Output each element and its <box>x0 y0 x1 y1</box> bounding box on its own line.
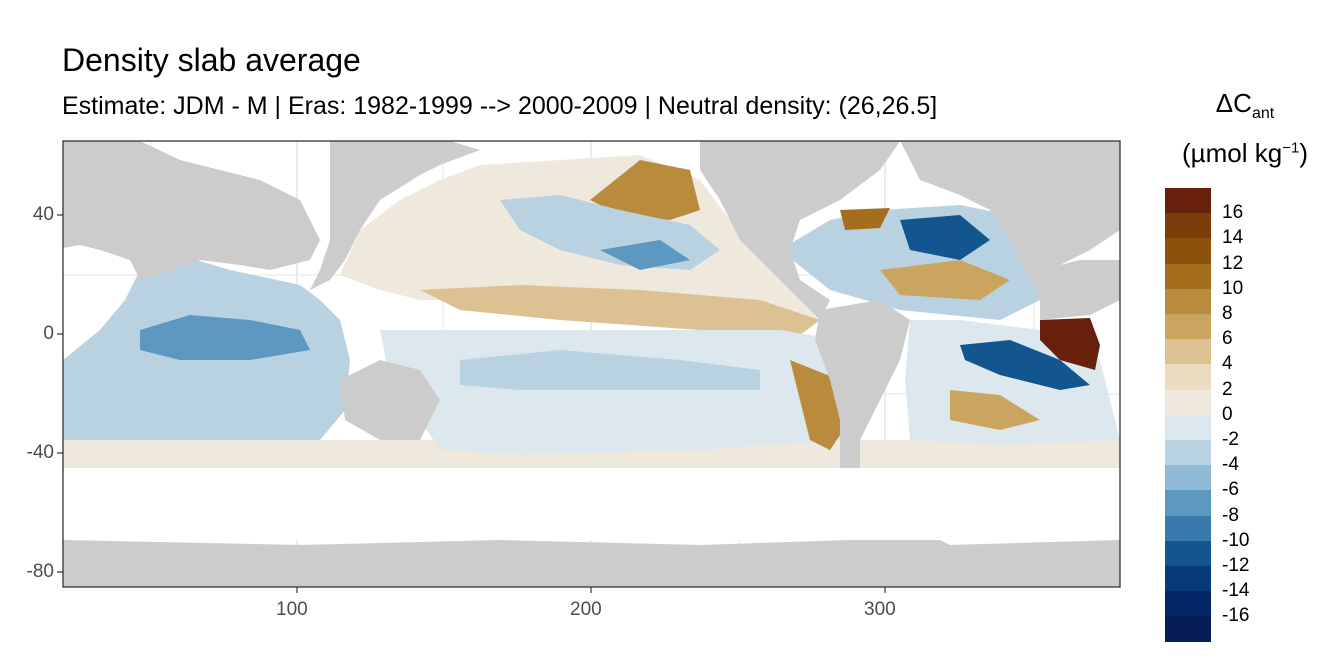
north-atlantic-negative-core <box>900 215 990 260</box>
legend-swatch <box>1165 540 1211 567</box>
legend-label: -14 <box>1222 580 1250 602</box>
legend-swatch <box>1165 490 1211 517</box>
north-pacific-positive <box>590 160 700 220</box>
north-pacific-negative-core <box>600 240 690 270</box>
no-data-southern <box>63 468 1120 540</box>
legend-swatch <box>1165 414 1211 441</box>
legend-swatch <box>1165 465 1211 492</box>
legend-swatch <box>1165 263 1211 290</box>
legend-swatch <box>1165 591 1211 618</box>
legend-swatch <box>1165 389 1211 416</box>
legend-label: -6 <box>1222 479 1239 501</box>
south-pacific-negative <box>460 350 760 390</box>
legend-label: -12 <box>1222 555 1250 576</box>
y-tick-label-neg80: -80 <box>26 561 54 582</box>
legend-swatch <box>1165 440 1211 466</box>
legend-label: 16 <box>1222 202 1244 224</box>
legend-label: -8 <box>1222 504 1239 526</box>
legend-label: 0 <box>1222 403 1233 425</box>
plot-subtitle: Estimate: JDM - M | Eras: 1982-1999 --> … <box>62 92 938 120</box>
y-tick-label-40: 40 <box>32 204 54 225</box>
gulf-of-guinea-positive <box>1040 318 1100 370</box>
legend-swatch <box>1165 364 1211 391</box>
legend-label: -10 <box>1222 529 1250 551</box>
legend-swatch <box>1165 238 1211 265</box>
legend-label: -4 <box>1222 454 1239 476</box>
legend-swatch <box>1165 314 1211 340</box>
south-atlantic-negative-core <box>960 340 1090 390</box>
legend-title-symbol: ΔCant <box>1215 88 1275 123</box>
legend-label: 10 <box>1222 277 1244 299</box>
y-tick-label-0: 0 <box>43 323 54 344</box>
legend-swatch <box>1165 288 1211 315</box>
legend-label: -16 <box>1222 605 1250 627</box>
x-tick-label-300: 300 <box>864 599 896 620</box>
legend-title-units: (µmol kg−1) <box>1182 138 1308 168</box>
legend-label: 8 <box>1222 303 1233 324</box>
legend-label: 14 <box>1222 227 1244 249</box>
south-pacific-anomaly <box>380 330 860 455</box>
y-tick-label-neg40: -40 <box>26 442 54 463</box>
x-tick-label-200: 200 <box>570 599 602 620</box>
south-atlantic-positive <box>950 390 1040 430</box>
legend-swatch <box>1165 566 1211 592</box>
legend-label: 6 <box>1222 328 1233 350</box>
legend-label: 2 <box>1222 378 1233 400</box>
legend-swatch <box>1165 213 1211 240</box>
indian-ocean-core <box>140 315 310 360</box>
legend-swatch <box>1165 616 1211 643</box>
north-atlantic-positive <box>880 260 1010 300</box>
axis-ticks <box>57 214 886 593</box>
equatorial-pacific-positive <box>420 285 820 335</box>
x-tick-label-100: 100 <box>276 599 308 620</box>
north-atlantic-positive-strip <box>840 208 890 230</box>
legend-swatch <box>1165 515 1211 542</box>
plot-title: Density slab average <box>62 42 361 78</box>
legend-label: 12 <box>1222 252 1244 274</box>
legend-swatch <box>1165 188 1211 214</box>
legend-swatch <box>1165 339 1211 366</box>
legend-label: 4 <box>1222 353 1233 375</box>
land-masses <box>63 141 1120 587</box>
legend-label: -2 <box>1222 429 1239 450</box>
